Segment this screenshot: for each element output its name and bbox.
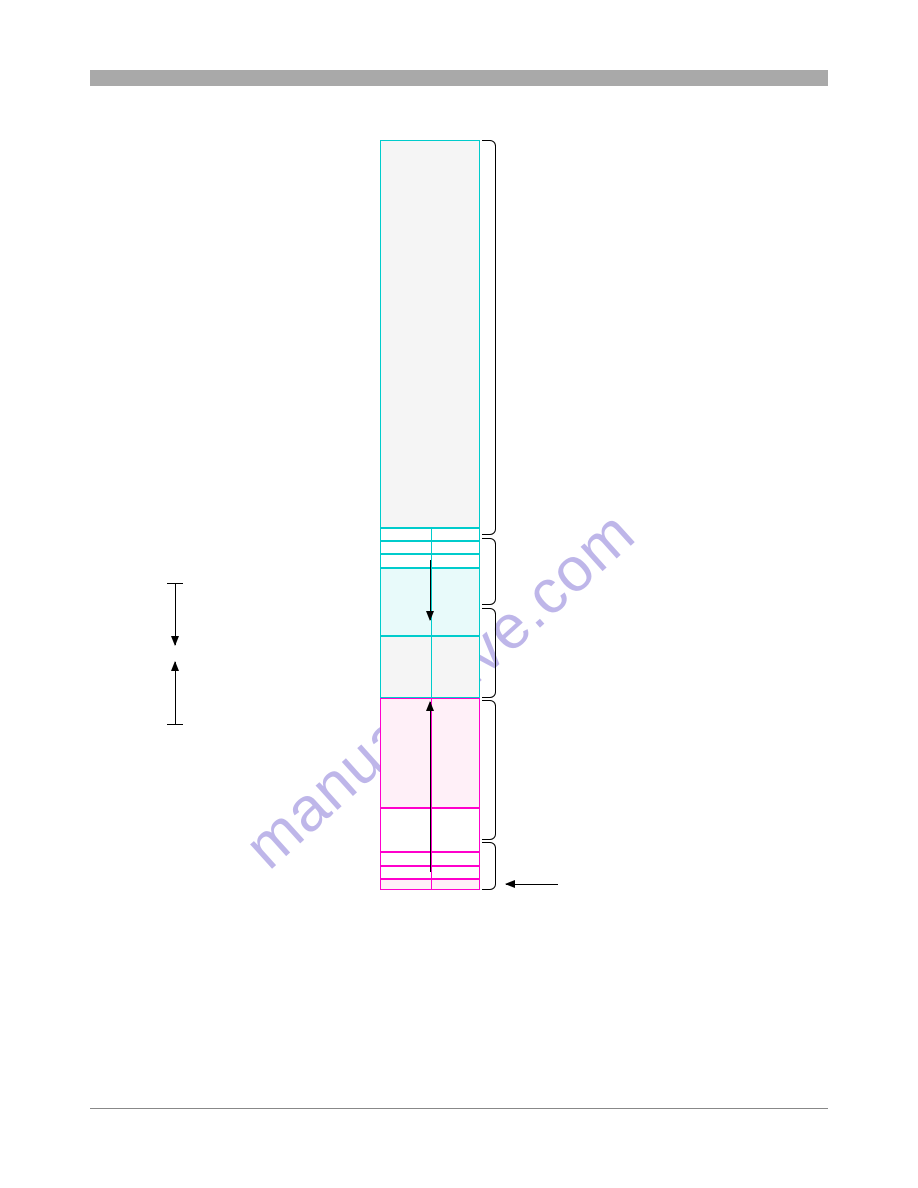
footer-line <box>90 1108 828 1109</box>
brace-2 <box>482 538 496 605</box>
divider <box>431 880 432 889</box>
center-arrow-down <box>430 560 431 620</box>
block-magenta-thin-3 <box>380 879 480 890</box>
divider <box>431 853 432 865</box>
center-arrow-up <box>430 702 431 872</box>
header-bar <box>90 70 828 86</box>
block-gray-mid <box>380 636 480 698</box>
divider <box>431 542 432 553</box>
divider <box>431 569 432 635</box>
brace-1 <box>482 140 496 535</box>
divider <box>431 637 432 697</box>
divider <box>431 809 432 851</box>
memory-map-diagram <box>380 140 480 890</box>
block-thin-row-2 <box>380 541 480 554</box>
brace-3 <box>482 608 496 698</box>
divider <box>431 529 432 540</box>
pointer-arrow <box>506 884 558 885</box>
side-tick-bottom <box>167 724 183 725</box>
brace-4 <box>482 700 496 840</box>
divider <box>431 867 432 878</box>
brace-5 <box>482 842 496 890</box>
header-bar-cut <box>808 70 828 86</box>
divider <box>431 555 432 567</box>
side-arrow-down <box>175 583 176 645</box>
block-upper-large <box>380 140 480 528</box>
divider <box>431 699 432 807</box>
block-thin-row-1 <box>380 528 480 541</box>
side-arrow-up <box>175 662 176 724</box>
